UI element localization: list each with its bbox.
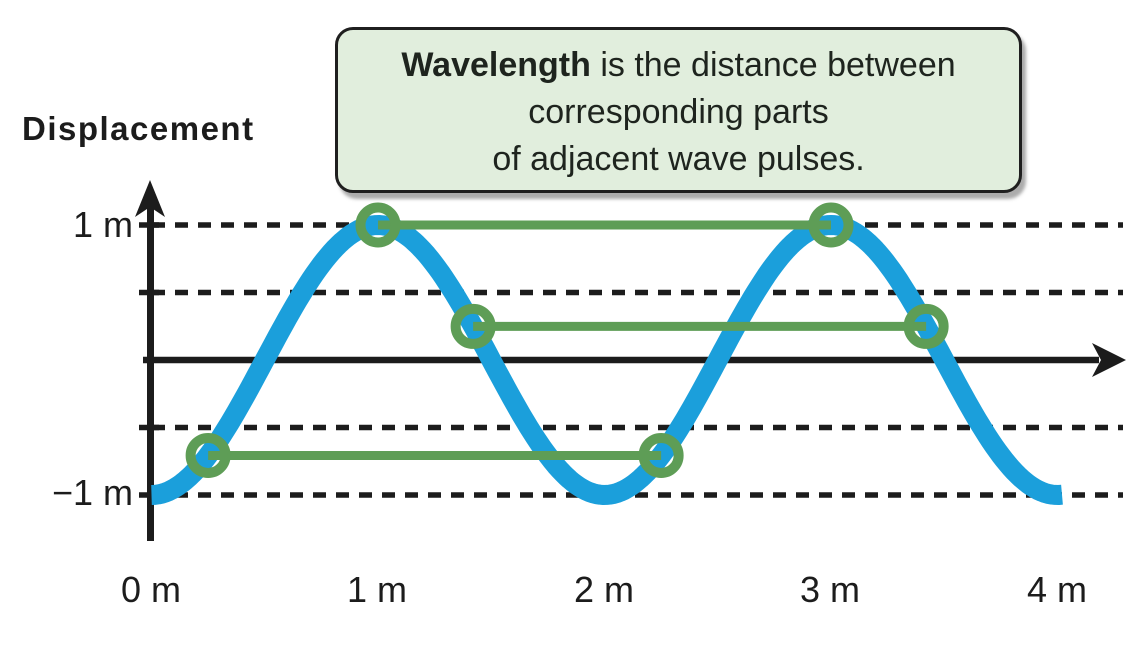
callout-keyword: Wavelength xyxy=(401,46,591,84)
callout-line-1-rest: is the distance between xyxy=(590,46,956,84)
wavelength-callout: Wavelength is the distance between corre… xyxy=(335,27,1022,193)
x-tick-label-2m: 2 m xyxy=(573,569,634,610)
x-axis-arrowhead xyxy=(1092,343,1126,377)
y-tick-label-neg1m: −1 m xyxy=(51,472,133,513)
y-axis-arrowhead xyxy=(135,180,165,217)
marker-circle xyxy=(185,432,231,478)
x-tick-label-4m: 4 m xyxy=(1026,569,1087,610)
callout-line-2: corresponding parts xyxy=(528,93,829,131)
marker-circle xyxy=(903,303,949,349)
x-tick-label-0m: 0 m xyxy=(120,569,181,610)
x-tick-label-1m: 1 m xyxy=(346,569,407,610)
wave-curve xyxy=(144,215,1069,505)
callout-line-1: Wavelength is the distance between xyxy=(338,42,1019,89)
y-axis-title: Displacement xyxy=(22,110,255,147)
callout-line-3: of adjacent wave pulses. xyxy=(492,140,865,178)
y-tick-label-1m: 1 m xyxy=(72,204,133,245)
marker-circle xyxy=(808,202,854,248)
marker-circle xyxy=(638,432,684,478)
x-tick-label-3m: 3 m xyxy=(799,569,860,610)
marker-circle xyxy=(450,303,496,349)
marker-circle xyxy=(355,202,401,248)
